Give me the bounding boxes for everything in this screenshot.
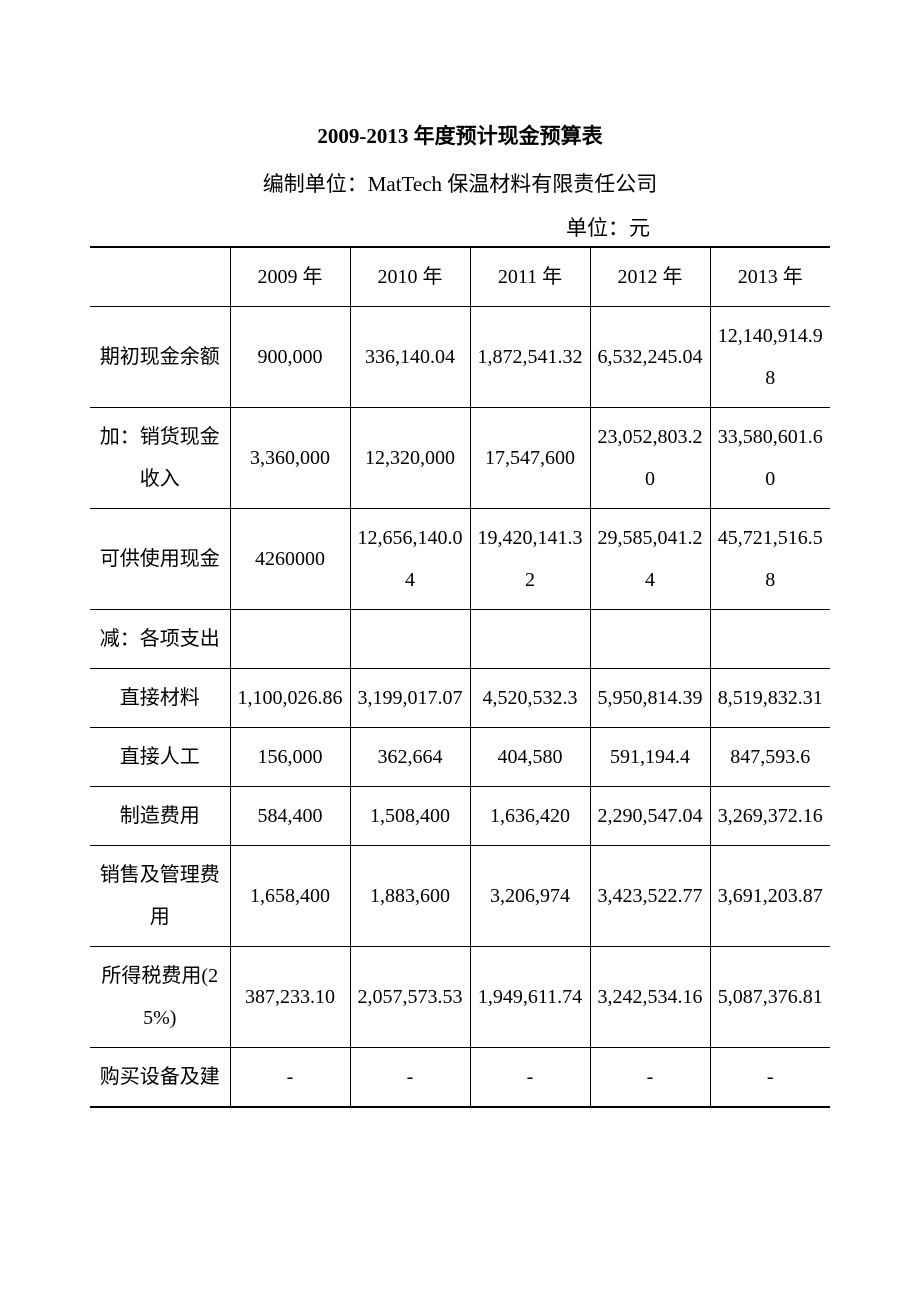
table-row: 购买设备及建 - - - - - [90,1048,830,1108]
col-header [90,247,230,307]
cell: 2,290,547.04 [590,787,710,846]
budget-table: 2009 年 2010 年 2011 年 2012 年 2013 年 期初现金余… [90,246,830,1108]
cell: 12,140,914.98 [710,307,830,408]
cell [350,610,470,669]
table-row: 所得税费用(25%) 387,233.10 2,057,573.53 1,949… [90,947,830,1048]
cell: 336,140.04 [350,307,470,408]
cell: 12,656,140.04 [350,509,470,610]
cell: - [350,1048,470,1108]
row-label: 减：各项支出 [90,610,230,669]
cell: 847,593.6 [710,728,830,787]
cell: 23,052,803.20 [590,408,710,509]
cell: 362,664 [350,728,470,787]
cell: 1,658,400 [230,846,350,947]
row-label: 加：销货现金收入 [90,408,230,509]
col-header: 2013 年 [710,247,830,307]
cell: 17,547,600 [470,408,590,509]
cell: 33,580,601.60 [710,408,830,509]
cell: 404,580 [470,728,590,787]
cell: 3,269,372.16 [710,787,830,846]
cell: 1,100,026.86 [230,669,350,728]
table-row: 期初现金余额 900,000 336,140.04 1,872,541.32 6… [90,307,830,408]
cell: 1,949,611.74 [470,947,590,1048]
cell: 584,400 [230,787,350,846]
col-header: 2009 年 [230,247,350,307]
doc-unit: 单位：元 [90,212,830,242]
cell: 3,206,974 [470,846,590,947]
cell: 5,950,814.39 [590,669,710,728]
cell: 156,000 [230,728,350,787]
table-row: 制造费用 584,400 1,508,400 1,636,420 2,290,5… [90,787,830,846]
col-header: 2012 年 [590,247,710,307]
cell: 387,233.10 [230,947,350,1048]
cell: - [710,1048,830,1108]
cell: 4,520,532.3 [470,669,590,728]
cell: 591,194.4 [590,728,710,787]
cell: 45,721,516.58 [710,509,830,610]
table-row: 直接材料 1,100,026.86 3,199,017.07 4,520,532… [90,669,830,728]
row-label: 直接人工 [90,728,230,787]
table-row: 直接人工 156,000 362,664 404,580 591,194.4 8… [90,728,830,787]
cell: 1,872,541.32 [470,307,590,408]
doc-title: 2009-2013 年度预计现金预算表 [90,120,830,150]
cell: 900,000 [230,307,350,408]
col-header: 2010 年 [350,247,470,307]
row-label: 期初现金余额 [90,307,230,408]
table-header-row: 2009 年 2010 年 2011 年 2012 年 2013 年 [90,247,830,307]
cell: 3,691,203.87 [710,846,830,947]
cell: 3,199,017.07 [350,669,470,728]
cell [590,610,710,669]
table-row: 可供使用现金 4260000 12,656,140.04 19,420,141.… [90,509,830,610]
row-label: 直接材料 [90,669,230,728]
cell: 1,883,600 [350,846,470,947]
cell: 29,585,041.24 [590,509,710,610]
row-label: 购买设备及建 [90,1048,230,1108]
cell: 1,636,420 [470,787,590,846]
cell: - [230,1048,350,1108]
table-row: 加：销货现金收入 3,360,000 12,320,000 17,547,600… [90,408,830,509]
table-row: 减：各项支出 [90,610,830,669]
cell: 12,320,000 [350,408,470,509]
row-label: 所得税费用(25%) [90,947,230,1048]
row-label: 销售及管理费用 [90,846,230,947]
table-row: 销售及管理费用 1,658,400 1,883,600 3,206,974 3,… [90,846,830,947]
cell [230,610,350,669]
cell: 8,519,832.31 [710,669,830,728]
cell: - [470,1048,590,1108]
doc-company: 编制单位：MatTech 保温材料有限责任公司 [90,168,830,198]
cell: - [590,1048,710,1108]
cell: 3,360,000 [230,408,350,509]
col-header: 2011 年 [470,247,590,307]
cell: 6,532,245.04 [590,307,710,408]
cell: 1,508,400 [350,787,470,846]
cell: 2,057,573.53 [350,947,470,1048]
row-label: 可供使用现金 [90,509,230,610]
cell: 3,242,534.16 [590,947,710,1048]
cell: 19,420,141.32 [470,509,590,610]
table-body: 期初现金余额 900,000 336,140.04 1,872,541.32 6… [90,307,830,1108]
cell: 5,087,376.81 [710,947,830,1048]
cell: 4260000 [230,509,350,610]
cell: 3,423,522.77 [590,846,710,947]
cell [470,610,590,669]
row-label: 制造费用 [90,787,230,846]
cell [710,610,830,669]
